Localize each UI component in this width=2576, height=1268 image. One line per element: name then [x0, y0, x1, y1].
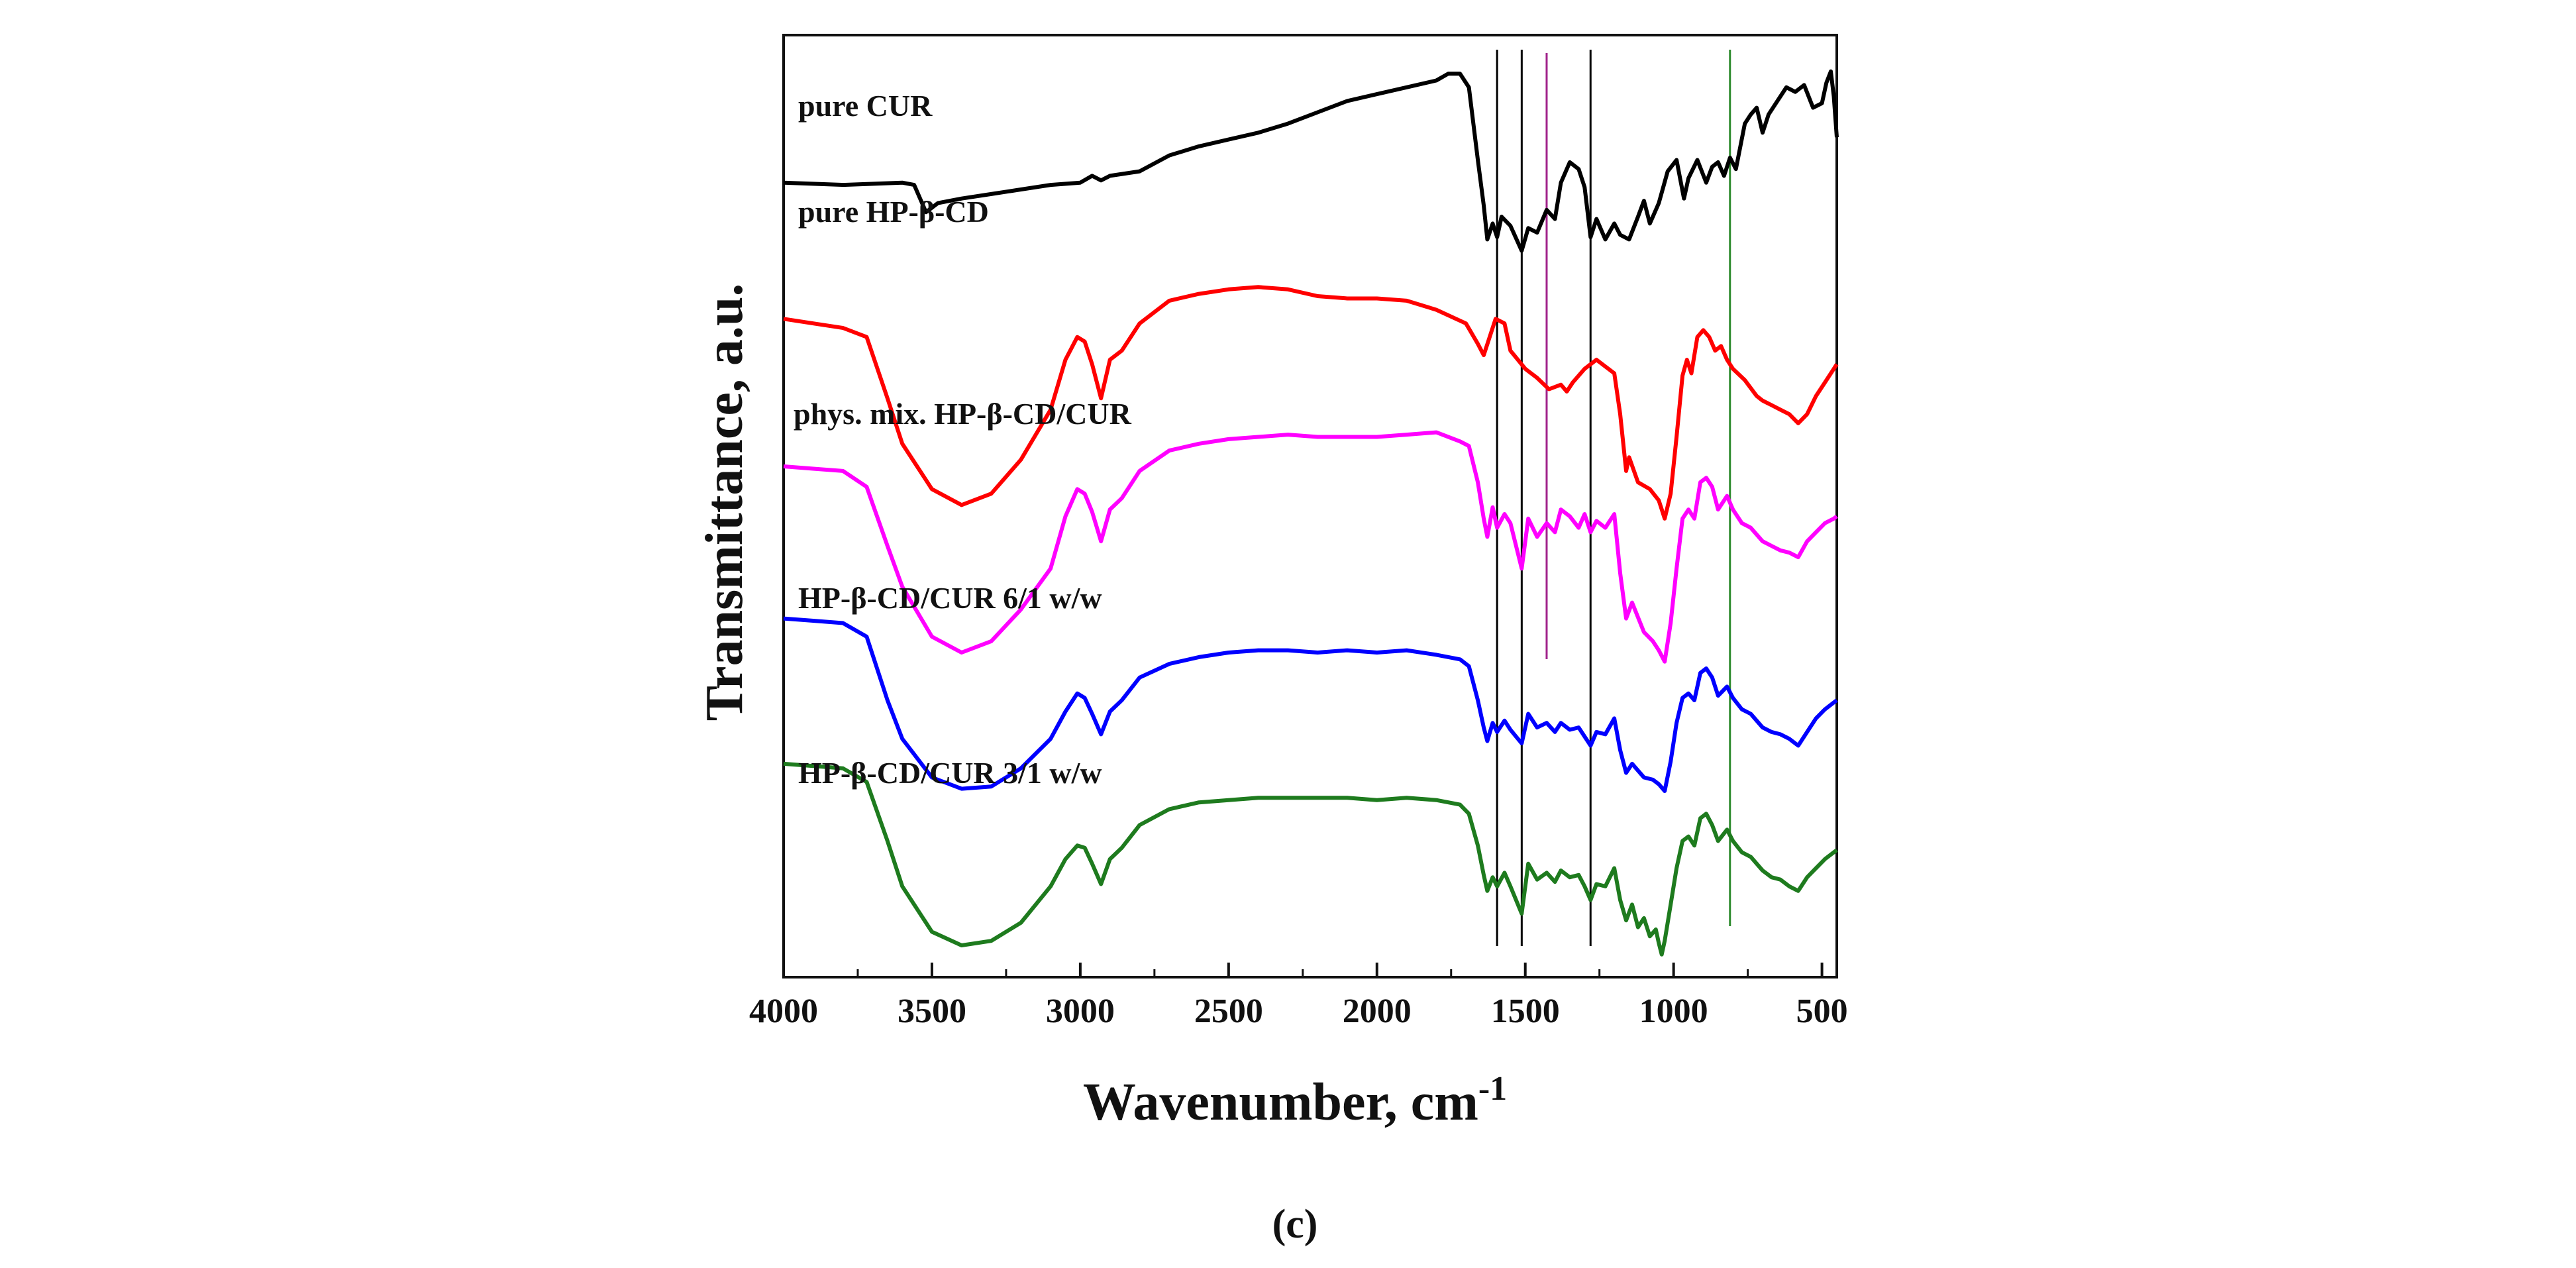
x-tick-label-5: 1500 [1491, 992, 1560, 1030]
y-axis-title: Transmittance, a.u. [696, 284, 754, 721]
x-axis-title: Wavenumber, cm-1 [1083, 1070, 1507, 1132]
x-axis-title-text: Wavenumber, cm [1083, 1073, 1478, 1132]
x-tick-label-0: 4000 [749, 992, 818, 1030]
x-axis-title-superscript: -1 [1478, 1070, 1507, 1108]
x-tick-label-4: 2000 [1343, 992, 1412, 1030]
series-line-1 [783, 285, 1839, 521]
x-tick-label-6: 1000 [1639, 992, 1708, 1030]
series-label-2: phys. mix. HP-β-CD/CUR [794, 397, 1132, 431]
series-label-4: HP-β-CD/CUR 3/1 w/w [798, 756, 1102, 790]
x-tick-label-2: 3000 [1046, 992, 1115, 1030]
panel-label: (c) [1272, 1202, 1318, 1247]
series-label-1: pure HP-β-CD [798, 195, 989, 229]
series-line-2 [783, 430, 1838, 664]
series-label-3: HP-β-CD/CUR 6/1 w/w [798, 581, 1102, 615]
series-label-0: pure CUR [798, 89, 933, 123]
series-line-4 [783, 761, 1838, 957]
plot-frame [782, 34, 1838, 978]
plot-area: pure CUR pure HP-β-CD phys. mix. HP-β-CD/C… [749, 34, 1848, 1030]
x-tick-label-3: 2500 [1194, 992, 1263, 1030]
series-line-0 [783, 69, 1839, 253]
x-tick-label-1: 3500 [898, 992, 966, 1030]
series-line-3 [783, 616, 1838, 793]
x-tick-label-7: 500 [1796, 992, 1848, 1030]
